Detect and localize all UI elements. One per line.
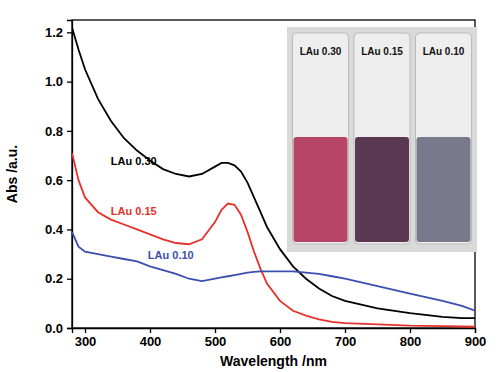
y-tick-label: 1.2 bbox=[45, 25, 63, 40]
x-tick: 500 bbox=[205, 328, 227, 349]
x-axis: 300 400 500 600 700 800 900 bbox=[73, 328, 487, 349]
x-tick-mark bbox=[215, 328, 216, 333]
y-tick: 0.2 bbox=[45, 271, 72, 286]
x-tick-mark bbox=[85, 328, 86, 333]
x-tick-mark bbox=[475, 328, 476, 333]
x-tick-mark bbox=[345, 328, 346, 333]
y-tick: 0.8 bbox=[45, 124, 72, 139]
y-tick: 0.0 bbox=[45, 321, 72, 336]
x-tick-label: 800 bbox=[400, 334, 422, 349]
x-tick: 400 bbox=[140, 328, 162, 349]
y-tick-mark bbox=[67, 131, 72, 132]
x-tick: 800 bbox=[400, 328, 422, 349]
x-tick-mark bbox=[410, 328, 411, 333]
plot: 300 400 500 600 700 800 900 0.0 0.2 0.4 0.6 0.8 1.0 1… bbox=[45, 20, 486, 349]
y-tick-mark bbox=[67, 81, 72, 82]
y-tick-label: 0.0 bbox=[45, 321, 63, 336]
chart: 300 400 500 600 700 800 900 0.0 0.2 0.4 0.6 0.8 1.0 1… bbox=[0, 0, 502, 372]
y-tick-label: 1.0 bbox=[45, 74, 63, 89]
y-axis: 0.0 0.2 0.4 0.6 0.8 1.0 1.2 bbox=[45, 21, 73, 336]
vial bbox=[354, 33, 410, 244]
vial-liquid bbox=[294, 137, 348, 242]
y-tick-mark bbox=[67, 180, 72, 181]
y-tick: 0.6 bbox=[45, 173, 72, 188]
y-tick-mark bbox=[67, 279, 72, 280]
x-tick-label: 900 bbox=[465, 334, 487, 349]
y-tick-mark bbox=[67, 229, 72, 230]
series-label: LAu 0.10 bbox=[148, 249, 194, 261]
y-tick-label: 0.2 bbox=[45, 271, 63, 286]
vial-liquid bbox=[355, 137, 409, 242]
x-tick-label: 400 bbox=[140, 334, 162, 349]
x-tick-label: 300 bbox=[75, 334, 97, 349]
y-axis-line bbox=[67, 21, 73, 329]
x-axis-line bbox=[73, 329, 476, 334]
y-tick-mark bbox=[67, 328, 72, 329]
vial bbox=[293, 33, 349, 244]
series-label: LAu 0.30 bbox=[111, 155, 157, 167]
vial-label: LAu 0.10 bbox=[423, 46, 465, 57]
inset-photo: LAu 0.30 LAu 0.15 LAu 0.10 bbox=[287, 27, 477, 252]
x-tick-mark bbox=[280, 328, 281, 333]
series-label: LAu 0.15 bbox=[111, 205, 157, 217]
x-tick: 600 bbox=[270, 328, 292, 349]
y-tick-label: 0.6 bbox=[45, 173, 63, 188]
y-tick: 1.2 bbox=[45, 25, 72, 40]
vial bbox=[416, 33, 472, 244]
y-tick-mark bbox=[67, 32, 72, 33]
x-tick: 700 bbox=[335, 328, 357, 349]
y-tick-label: 0.8 bbox=[45, 124, 63, 139]
vial-liquid bbox=[417, 137, 471, 242]
x-tick-mark bbox=[150, 328, 151, 333]
y-tick-label: 0.4 bbox=[45, 222, 64, 237]
y-tick: 1.0 bbox=[45, 74, 72, 89]
vial-label: LAu 0.30 bbox=[300, 46, 342, 57]
y-tick: 0.4 bbox=[45, 222, 72, 237]
vial-label: LAu 0.15 bbox=[361, 46, 403, 57]
x-axis-title: Wavelength /nm bbox=[220, 353, 327, 369]
x-tick: 300 bbox=[75, 328, 97, 349]
x-tick-label: 500 bbox=[205, 334, 227, 349]
y-axis-title: Abs /a.u. bbox=[4, 145, 20, 203]
inset-background bbox=[287, 27, 477, 252]
x-tick: 900 bbox=[465, 328, 487, 349]
x-tick-label: 700 bbox=[335, 334, 357, 349]
x-tick-label: 600 bbox=[270, 334, 292, 349]
